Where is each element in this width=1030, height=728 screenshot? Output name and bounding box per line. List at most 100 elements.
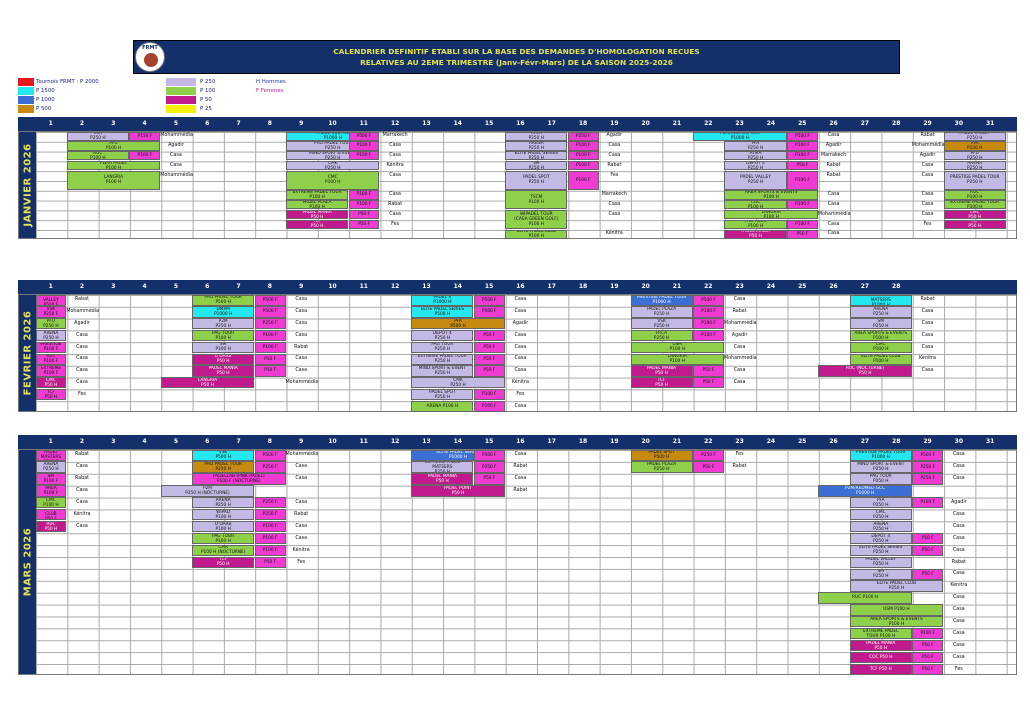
tournament-entry[interactable]: P100 F [693,329,724,342]
tournament-entry[interactable]: EXTREME PADEL TOUR P100 H [286,190,349,200]
tournament-entry[interactable]: P150 F [129,131,161,141]
tournament-entry[interactable]: P50 F [254,353,286,365]
tournament-entry[interactable]: CMC P100 H [35,497,67,509]
tournament-entry[interactable]: P500 F [473,294,505,306]
tournament-entry[interactable]: LANGRIA P50 H [160,377,255,389]
tournament-entry[interactable]: PADEL MANIA P50 H [192,365,255,377]
tournament-entry[interactable]: PADEL VALLEY P250 H [724,170,787,190]
tournament-entry[interactable]: PRESTIGE PADEL TOUR P250 H [943,170,1006,190]
tournament-entry[interactable]: ARENA P250 H [849,520,912,533]
tournament-entry[interactable]: TCF P50 H [849,663,912,676]
tournament-entry[interactable]: P50 F [693,461,724,473]
tournament-entry[interactable]: PFA P250 H [849,497,912,509]
tournament-entry[interactable]: P50 F [693,377,724,389]
tournament-entry[interactable]: P2M/REDMED GCC P1000 H [818,485,912,497]
tournament-entry[interactable]: P100 F [787,200,818,210]
tournament-entry[interactable]: PADEL MANIA P50 H [724,229,787,239]
tournament-entry[interactable]: SUPREME PADEL MATSERS P250 H [411,461,474,473]
tournament-entry[interactable]: P500 F [348,131,380,141]
tournament-entry[interactable]: P50 F [348,209,380,220]
tournament-entry[interactable]: ARENA P250 H [192,497,255,509]
tournament-entry[interactable]: SM P250 H [849,568,912,580]
tournament-entry[interactable]: PRESTIGE P100 F [35,341,67,353]
tournament-entry[interactable]: P100 F [567,151,599,161]
tournament-entry[interactable]: P100 F [254,520,286,533]
tournament-entry[interactable]: VSK P500 H [192,449,255,461]
tournament-entry[interactable]: P250 F [912,473,944,485]
tournament-entry[interactable]: TCF P50 H [192,556,255,568]
tournament-entry[interactable]: AREA SPORTS & EVENTS P100 H [849,329,912,342]
tournament-entry[interactable]: AREA SPORTS & EVENTS P100 H [724,190,818,200]
tournament-entry[interactable]: PADEL X P1000 H [411,294,474,306]
tournament-entry[interactable]: P250 F [254,509,286,521]
tournament-entry[interactable]: P500 F [254,306,286,318]
tournament-entry[interactable]: P100 F [787,141,818,151]
tournament-entry[interactable]: P50 F [473,353,505,365]
tournament-entry[interactable]: DEPOT 4 P250 H [849,532,912,545]
tournament-entry[interactable]: RUC P100 H [943,190,1006,200]
tournament-entry[interactable]: CMK P250 H [286,160,380,171]
tournament-entry[interactable]: PADEL PLAZA P100 H [286,200,349,210]
tournament-entry[interactable]: P100 F [254,532,286,545]
tournament-entry[interactable]: P50 F [254,365,286,377]
tournament-entry[interactable]: P50 F [473,341,505,353]
tournament-entry[interactable]: P250 F [473,461,505,473]
tournament-entry[interactable]: P100 F [254,329,286,342]
tournament-entry[interactable]: PRO PADEL TOUR P500 H [192,294,255,306]
tournament-entry[interactable]: RUC P50 H [35,520,67,533]
tournament-entry[interactable]: P500 F [254,449,286,461]
tournament-entry[interactable]: PADEL POINT P50 H [411,485,505,497]
tournament-entry[interactable]: EXTREME PADEL TOUR P100 H [849,628,912,640]
tournament-entry[interactable]: PADEL VALLEY P250 H [943,131,1006,141]
tournament-entry[interactable]: P500 F [787,131,818,141]
tournament-entry[interactable]: P2M P250 H [192,318,255,330]
tournament-entry[interactable]: MIND SPORT & EVENT P250 H [849,461,912,473]
tournament-entry[interactable]: PFU P250 H [943,151,1006,161]
tournament-entry[interactable]: P50 F [912,568,944,580]
tournament-entry[interactable]: RUC P100 F [35,353,67,365]
tournament-entry[interactable]: TCF P50 H [35,388,67,401]
tournament-entry[interactable]: P100 F [348,190,380,200]
tournament-entry[interactable]: USM P100 H [849,604,944,616]
tournament-entry[interactable]: PAG TOUR P250 H [411,341,474,353]
tournament-entry[interactable]: P100 F [348,200,380,210]
tournament-entry[interactable]: P50 F [473,329,505,342]
tournament-entry[interactable]: P500 F [912,449,944,461]
tournament-entry[interactable]: ELITE PADEL SERIES P500 H [411,306,474,318]
tournament-entry[interactable]: O'DARB P100 H [192,520,255,533]
tournament-entry[interactable]: EXTREME P100 F [35,365,67,377]
tournament-entry[interactable]: ELITE PADEL CLUB P250 H [849,580,944,592]
tournament-entry[interactable]: RUC (NOCTURNE) P50 H [818,365,912,377]
tournament-entry[interactable]: SUPREME PADELMASTERSP500 F [35,449,67,461]
tournament-entry[interactable]: PADEL MANIA P50 H [630,365,693,377]
tournament-entry[interactable]: DEPOT 4 P250 H [724,160,787,171]
tournament-entry[interactable]: PRESTIGE PADEL TOUR P1000 H [849,449,912,461]
tournament-entry[interactable]: P50 F [254,556,286,568]
tournament-entry[interactable]: CMC P250 H [849,509,912,521]
tournament-entry[interactable]: RUC P100 H [818,592,912,604]
tournament-entry[interactable]: P100 F [473,388,505,401]
tournament-entry[interactable]: VSK P250 H [66,131,129,141]
tournament-entry[interactable]: P100 F [787,151,818,161]
tournament-entry[interactable]: P250 F [254,497,286,509]
tournament-entry[interactable]: TSCM P100 H [505,190,568,210]
tournament-entry[interactable]: CMC P50 H [35,377,67,389]
tournament-entry[interactable]: P250 F [567,131,599,141]
tournament-entry[interactable]: P50 F [473,365,505,377]
tournament-entry[interactable]: CMK P100 H (NOCTURNE) [192,544,255,557]
tournament-entry[interactable]: PADEL MANIA P50 H [286,209,349,220]
tournament-entry[interactable]: DMPM P1000 H [192,306,255,318]
tournament-entry[interactable]: MIND SPORT & EVENT P250 H [411,365,474,377]
tournament-entry[interactable]: PRO PADEL TOUR P250 H [192,461,255,473]
tournament-entry[interactable]: P100 F [567,170,599,190]
tournament-entry[interactable]: ARENA P250 H [505,141,568,151]
tournament-entry[interactable]: PAG TOUR P100 H [192,532,255,545]
tournament-entry[interactable]: P2M P250 H (NOCTURNE) [160,485,255,497]
tournament-entry[interactable]: EXTREME PADEL TOUR P250 H [411,353,474,365]
tournament-entry[interactable]: RUC P100 H [66,151,129,161]
tournament-entry[interactable]: PADEL SPOT P250 H [505,170,568,190]
tournament-entry[interactable]: ELITE PADEL CLUB P50 F [35,509,67,521]
tournament-entry[interactable]: FLEXI PADEL P100 H [66,160,161,171]
tournament-entry[interactable]: P100 F [693,306,724,318]
tournament-entry[interactable]: P250 F [912,461,944,473]
